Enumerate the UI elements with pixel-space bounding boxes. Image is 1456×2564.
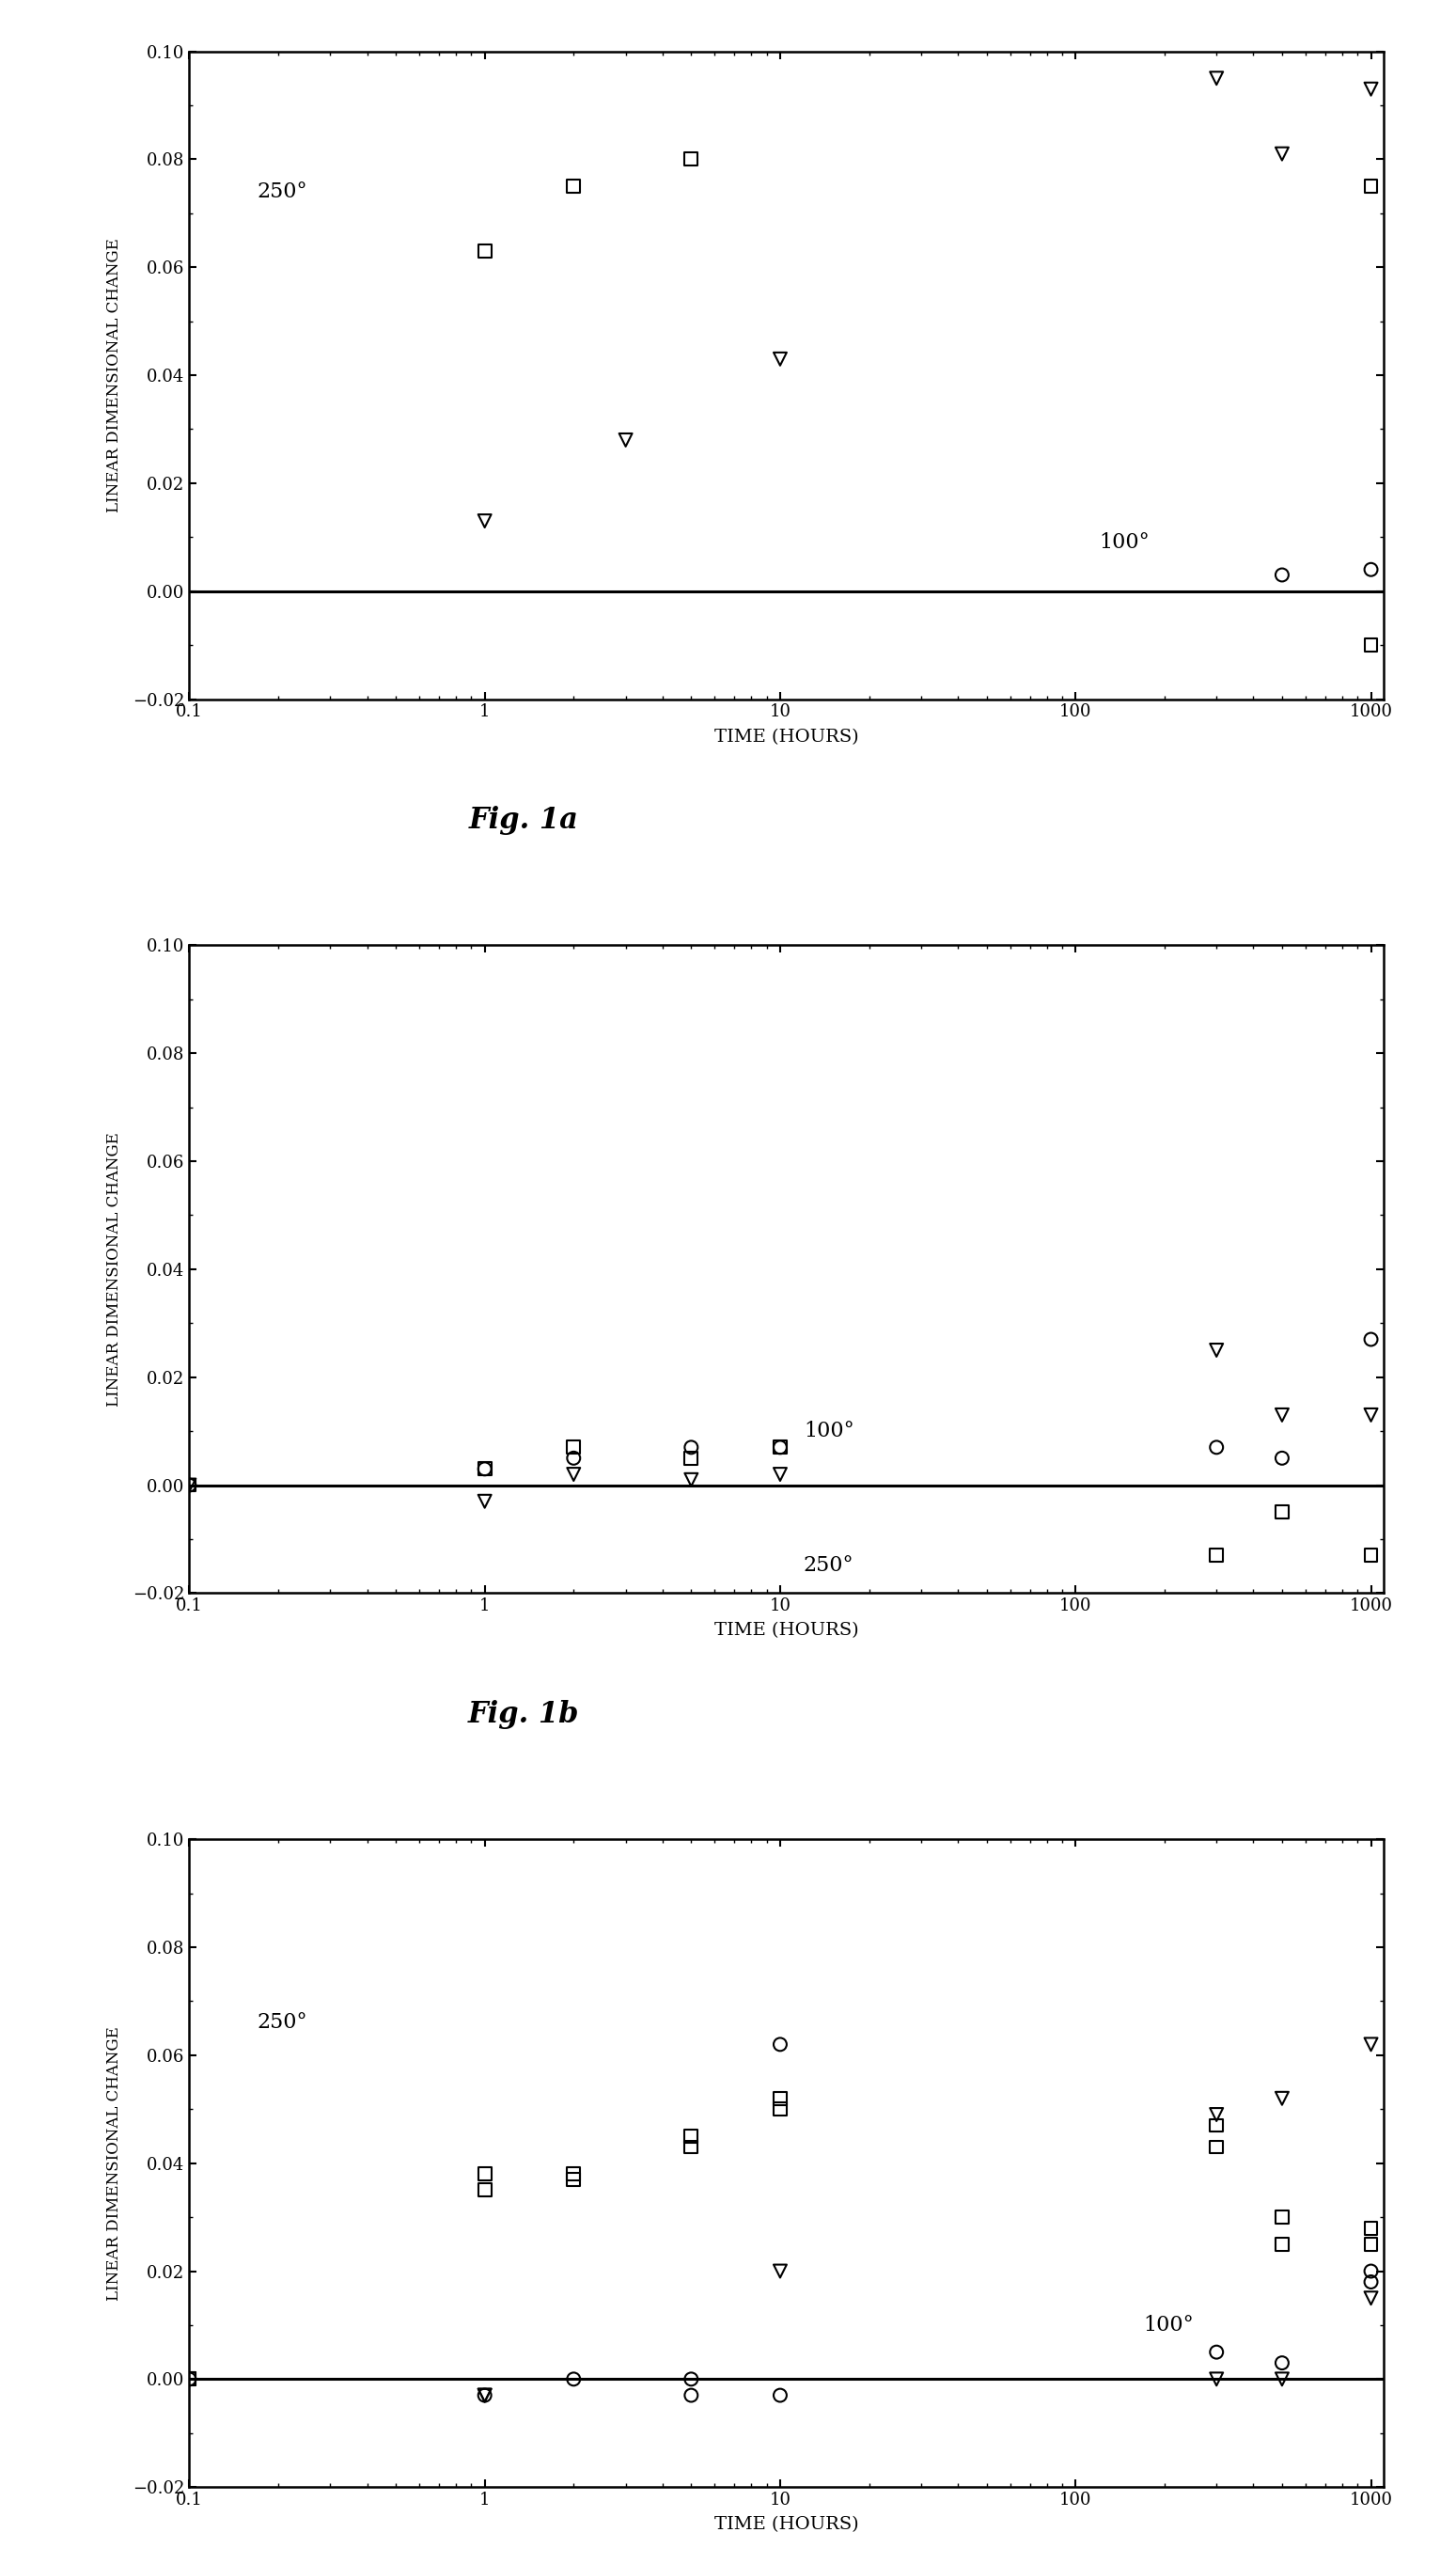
Point xyxy=(1271,2343,1294,2385)
Point xyxy=(1206,59,1229,100)
Point xyxy=(473,1449,496,1490)
Point xyxy=(1360,69,1383,110)
Point xyxy=(1271,2077,1294,2118)
Point xyxy=(680,138,703,179)
Point xyxy=(680,2126,703,2167)
Point xyxy=(614,420,638,462)
Point xyxy=(1271,2223,1294,2264)
Point xyxy=(1271,1395,1294,1436)
Point xyxy=(1360,2251,1383,2292)
Point xyxy=(473,2154,496,2195)
Y-axis label: LINEAR DIMENSIONAL CHANGE: LINEAR DIMENSIONAL CHANGE xyxy=(106,1131,122,1408)
Point xyxy=(473,231,496,272)
Point xyxy=(1206,1536,1229,1577)
Point xyxy=(1360,2208,1383,2249)
Point xyxy=(473,1449,496,1490)
Point xyxy=(562,1438,585,1479)
Point xyxy=(1206,1331,1229,1372)
Point xyxy=(1271,2359,1294,2400)
Y-axis label: LINEAR DIMENSIONAL CHANGE: LINEAR DIMENSIONAL CHANGE xyxy=(106,2026,122,2300)
Point xyxy=(562,2159,585,2200)
Point xyxy=(1271,1492,1294,1533)
Point xyxy=(178,1464,201,1505)
Point xyxy=(680,2359,703,2400)
Point xyxy=(562,2359,585,2400)
Point xyxy=(769,1426,792,1467)
Point xyxy=(769,2090,792,2131)
Point xyxy=(473,2374,496,2415)
Point xyxy=(1206,2126,1229,2167)
Point xyxy=(1271,554,1294,595)
Point xyxy=(178,1464,201,1505)
X-axis label: TIME (HOURS): TIME (HOURS) xyxy=(713,728,859,746)
Point xyxy=(178,2359,201,2400)
Point xyxy=(1271,1438,1294,1479)
Point xyxy=(680,1426,703,1467)
Text: 250°: 250° xyxy=(258,2013,307,2033)
X-axis label: TIME (HOURS): TIME (HOURS) xyxy=(713,2515,859,2533)
Point xyxy=(1360,1536,1383,1577)
Point xyxy=(769,2023,792,2064)
X-axis label: TIME (HOURS): TIME (HOURS) xyxy=(713,1623,859,1638)
Point xyxy=(178,1464,201,1505)
Point xyxy=(562,1454,585,1495)
Point xyxy=(769,1426,792,1467)
Point xyxy=(769,2077,792,2118)
Point xyxy=(769,1454,792,1495)
Point xyxy=(1206,2359,1229,2400)
Point xyxy=(473,1482,496,1523)
Point xyxy=(178,2359,201,2400)
Point xyxy=(1360,2023,1383,2064)
Text: 250°: 250° xyxy=(804,1556,853,1577)
Point xyxy=(473,500,496,541)
Point xyxy=(680,1459,703,1500)
Point xyxy=(1206,2105,1229,2146)
Point xyxy=(1206,1426,1229,1467)
Point xyxy=(680,2374,703,2415)
Point xyxy=(1360,2223,1383,2264)
Point xyxy=(473,2374,496,2415)
Point xyxy=(680,1438,703,1479)
Point xyxy=(1360,1318,1383,1359)
Point xyxy=(178,2359,201,2400)
Point xyxy=(769,338,792,379)
Point xyxy=(1360,167,1383,208)
Point xyxy=(1360,2261,1383,2302)
Point xyxy=(1360,626,1383,667)
Text: 250°: 250° xyxy=(258,182,307,203)
Point xyxy=(1360,1395,1383,1436)
Point xyxy=(1206,2095,1229,2136)
Point xyxy=(769,2251,792,2292)
Point xyxy=(1206,2331,1229,2372)
Point xyxy=(769,2374,792,2415)
Point xyxy=(562,167,585,208)
Point xyxy=(1271,133,1294,174)
Point xyxy=(562,1426,585,1467)
Point xyxy=(1271,2197,1294,2238)
Point xyxy=(473,2169,496,2210)
Text: Fig. 1a: Fig. 1a xyxy=(469,805,578,836)
Text: Fig. 1b: Fig. 1b xyxy=(467,1700,579,1728)
Point xyxy=(1360,2277,1383,2318)
Y-axis label: LINEAR DIMENSIONAL CHANGE: LINEAR DIMENSIONAL CHANGE xyxy=(106,238,122,513)
Point xyxy=(680,2115,703,2156)
Point xyxy=(562,2154,585,2195)
Text: 100°: 100° xyxy=(804,1420,855,1441)
Text: 100°: 100° xyxy=(1099,531,1149,554)
Text: 100°: 100° xyxy=(1143,2315,1194,2336)
Point xyxy=(473,2374,496,2415)
Point xyxy=(1360,549,1383,590)
